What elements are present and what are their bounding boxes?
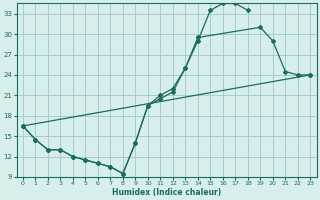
X-axis label: Humidex (Indice chaleur): Humidex (Indice chaleur) [112, 188, 221, 197]
